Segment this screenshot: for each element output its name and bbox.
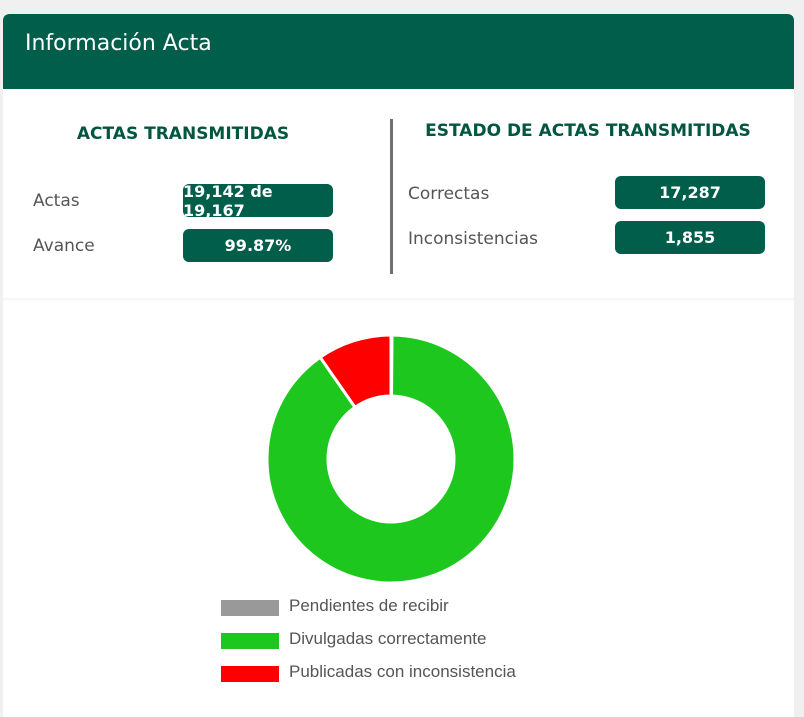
avance-value-badge: 99.87% xyxy=(183,229,333,262)
informacion-acta-card: Información Acta ACTAS TRANSMITIDAS Acta… xyxy=(3,14,794,717)
legend-item-publicadas[interactable]: Publicadas con inconsistencia xyxy=(221,662,541,688)
actas-value-badge: 19,142 de 19,167 xyxy=(183,182,333,220)
legend-swatch xyxy=(221,600,279,616)
legend-swatch xyxy=(221,633,279,649)
section-separator xyxy=(3,298,794,302)
actas-label: Actas xyxy=(33,191,80,211)
section-divider xyxy=(390,119,393,274)
legend-label: Pendientes de recibir xyxy=(289,596,449,615)
legend-item-divulgadas[interactable]: Divulgadas correctamente xyxy=(221,629,541,655)
donut-slice-2[interactable] xyxy=(318,333,393,410)
donut-slice-1[interactable] xyxy=(265,333,517,585)
actas-transmitidas-title: ACTAS TRANSMITIDAS xyxy=(76,124,290,144)
inconsistencias-value-badge: 1,855 xyxy=(615,221,765,254)
card-title: Información Acta xyxy=(25,31,212,56)
estado-actas-title: ESTADO DE ACTAS TRANSMITIDAS xyxy=(425,121,751,141)
correctas-label: Correctas xyxy=(408,184,490,204)
legend-swatch xyxy=(221,666,279,682)
inconsistencias-label: Inconsistencias xyxy=(408,229,538,249)
card-header: Información Acta xyxy=(3,14,794,89)
legend-label: Publicadas con inconsistencia xyxy=(289,662,516,681)
correctas-value-badge: 17,287 xyxy=(615,176,765,209)
legend-item-pendientes[interactable]: Pendientes de recibir xyxy=(221,596,541,622)
avance-label: Avance xyxy=(33,236,95,256)
legend-label: Divulgadas correctamente xyxy=(289,629,487,648)
